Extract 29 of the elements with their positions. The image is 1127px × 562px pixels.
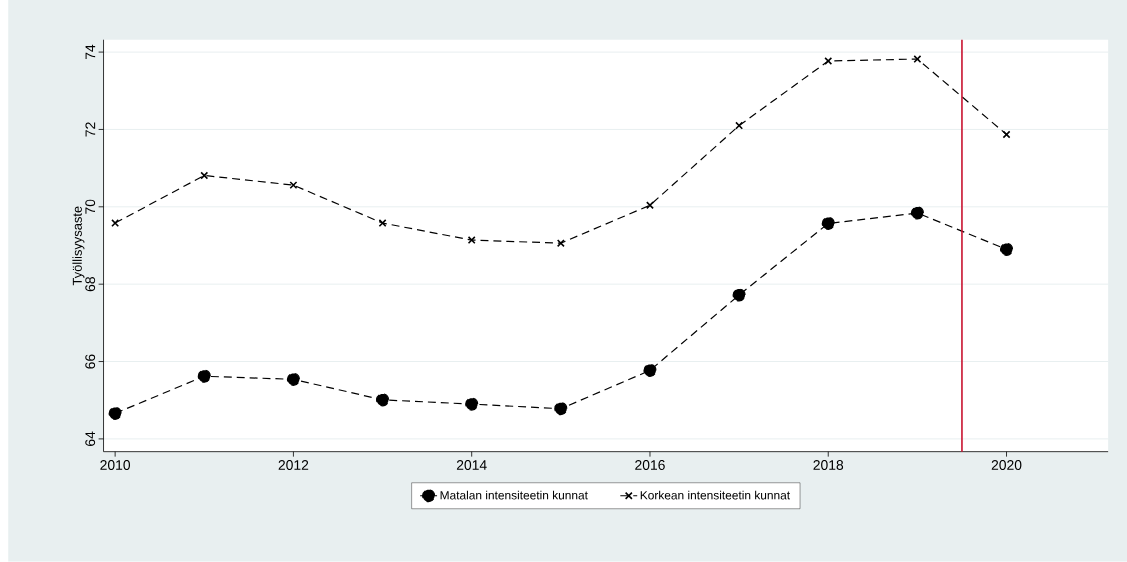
point xyxy=(111,219,120,228)
x-tick-label: 2018 xyxy=(813,460,844,471)
y-tick-label: 66 xyxy=(85,354,96,369)
point xyxy=(1002,130,1011,139)
point xyxy=(108,406,122,420)
x-tick-label: 2012 xyxy=(278,460,309,471)
point xyxy=(556,239,565,248)
point xyxy=(286,372,300,386)
x-tick-label: 2010 xyxy=(100,460,131,471)
point xyxy=(999,242,1014,256)
point xyxy=(910,206,924,220)
point xyxy=(732,288,746,302)
point xyxy=(197,369,211,383)
point xyxy=(643,363,657,378)
legend-label: Korkean intensiteetin kunnat xyxy=(640,490,790,500)
y-tick-label: 64 xyxy=(85,431,96,446)
legend-label: Matalan intensiteetin kunnat xyxy=(440,490,588,500)
point xyxy=(821,216,835,231)
y-tick-label: 68 xyxy=(85,277,96,292)
y-tick-label: 74 xyxy=(85,44,96,60)
x-tick-label: 2020 xyxy=(991,460,1022,471)
point xyxy=(465,397,479,411)
point xyxy=(554,402,568,416)
point xyxy=(375,393,390,407)
y-axis-title: Työllisyysaste xyxy=(72,206,85,286)
y-tick-label: 70 xyxy=(85,199,96,214)
x-tick-label: 2014 xyxy=(456,460,487,471)
x-tick-label: 2016 xyxy=(635,460,665,471)
y-tick-label: 72 xyxy=(85,122,96,137)
